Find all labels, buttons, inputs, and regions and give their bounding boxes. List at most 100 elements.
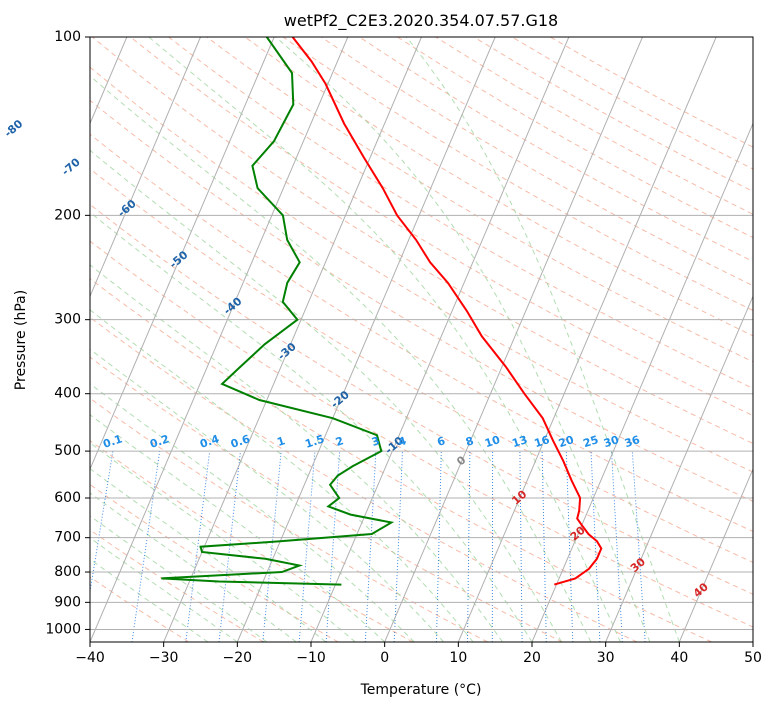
moist-adiabat-line <box>90 537 238 642</box>
isotherm-label: -50 <box>167 248 191 271</box>
moist-adiabat-line <box>90 492 297 642</box>
mixing-ratio-line <box>590 451 601 642</box>
dry-adiabat-line <box>90 483 339 642</box>
mixing-ratio-line <box>131 451 161 642</box>
isotherm-label: 20 <box>568 523 588 543</box>
isotherm-line <box>90 37 275 471</box>
mixing-ratio-label: 13 <box>510 433 529 450</box>
y-tick-label: 1000 <box>45 621 81 637</box>
mixing-ratio-line <box>364 451 377 642</box>
mixing-ratio-label: 0.1 <box>101 432 124 450</box>
isotherm-line <box>90 37 349 642</box>
x-tick-label: 40 <box>670 650 688 666</box>
mixing-ratio-line <box>218 451 241 642</box>
moist-adiabat-line <box>90 211 533 642</box>
y-tick-label: 100 <box>54 29 81 45</box>
x-tick-label: 50 <box>744 650 762 666</box>
y-tick-label: 900 <box>54 594 81 610</box>
moist-adiabat-line <box>148 37 621 642</box>
mixing-ratio-label: 4 <box>397 434 409 449</box>
x-tick-label: 30 <box>597 650 615 666</box>
moist-adiabat-line <box>90 149 562 642</box>
isotherm-label: -20 <box>328 388 352 411</box>
isotherm-line <box>236 37 496 642</box>
x-tick-label: −20 <box>223 650 253 666</box>
mixing-ratio-line <box>631 451 646 642</box>
moist-adiabat-line <box>90 558 209 642</box>
isotherm-label: 10 <box>509 487 529 507</box>
moist-adiabat-line <box>90 75 592 642</box>
mixing-ratio-line <box>467 451 471 642</box>
x-tick-label: −40 <box>75 650 105 666</box>
x-tick-label: −30 <box>149 650 179 666</box>
mixing-ratio-label: 2 <box>334 434 345 449</box>
dry-adiabat-line <box>90 356 563 642</box>
x-tick-label: 20 <box>523 650 541 666</box>
isotherm-line <box>752 640 753 642</box>
y-tick-label: 600 <box>54 490 81 506</box>
mixing-ratio-label: 1.5 <box>303 432 326 450</box>
moist-adiabat-line <box>90 515 268 642</box>
dry-adiabat-line <box>90 529 264 642</box>
y-tick-label: 400 <box>54 386 81 402</box>
moist-adiabat-line <box>90 468 327 642</box>
dry-adiabat-line <box>359 37 753 263</box>
dry-adiabat-line <box>282 37 753 312</box>
mixing-ratio-label: 20 <box>557 433 576 450</box>
mixing-ratio-label: 3 <box>370 434 381 449</box>
x-tick-label: 0 <box>380 650 389 666</box>
y-axis-label: Pressure (hPa) <box>13 290 29 390</box>
dry-adiabat-line <box>511 37 753 170</box>
x-axis-label: Temperature (°C) <box>360 682 482 698</box>
isotherm-line <box>457 37 717 642</box>
moist-adiabat-line <box>90 264 503 642</box>
mixing-ratio-line <box>435 451 442 642</box>
mixing-ratio-line <box>325 451 341 642</box>
moist-adiabat-line <box>90 442 356 642</box>
mixing-ratio-label: 30 <box>602 433 621 450</box>
plot-frame <box>89 36 754 643</box>
isotherm-label: -80 <box>2 117 26 140</box>
moist-adiabat-line <box>275 37 651 642</box>
isotherm-line <box>163 37 422 642</box>
dry-adiabat-line <box>549 37 753 148</box>
mixing-ratio-line <box>565 451 574 642</box>
dry-adiabat-line <box>168 37 753 389</box>
x-tick-label: −10 <box>296 650 326 666</box>
dry-adiabat-line <box>90 66 753 473</box>
dry-adiabat-line <box>90 440 414 642</box>
mixing-ratio-label: 6 <box>435 434 447 449</box>
isotherm-line <box>90 37 201 298</box>
y-tick-label: 200 <box>54 207 81 223</box>
mixing-ratio-label: 0.4 <box>198 432 221 450</box>
mixing-ratio-line <box>611 451 623 642</box>
isotherm-label: -70 <box>59 155 83 178</box>
moist-adiabat-line <box>90 309 474 642</box>
mixing-ratio-label: 0.6 <box>229 432 252 450</box>
mixing-ratio-line <box>262 451 282 642</box>
mixing-ratio-label: 10 <box>483 433 502 450</box>
y-tick-label: 700 <box>54 530 81 546</box>
mixing-ratio-label: 25 <box>582 433 601 450</box>
dry-adiabat-line <box>244 37 753 337</box>
dry-adiabat-line <box>90 168 753 563</box>
dry-adiabat-line <box>90 316 638 642</box>
mixing-ratio-line <box>519 451 523 642</box>
mixing-ratio-line <box>298 451 316 642</box>
dry-adiabat-line <box>90 397 488 642</box>
isotherm-label: 40 <box>691 580 711 600</box>
x-tick-label: 10 <box>449 650 467 666</box>
dry-adiabat-line <box>90 240 753 628</box>
y-tick-label: 300 <box>54 312 81 328</box>
dry-adiabat-line <box>90 133 753 533</box>
isotherm-line <box>310 37 570 642</box>
isotherm-line <box>605 295 753 642</box>
moist-adiabat-line <box>90 414 386 642</box>
isotherm-line <box>384 37 643 642</box>
isotherm-label: -60 <box>115 197 139 220</box>
dewpoint-line <box>161 37 395 586</box>
isotherm-label: 0 <box>454 453 469 468</box>
mixing-ratio-line <box>185 451 211 642</box>
mixing-ratio-label: 36 <box>623 433 642 450</box>
